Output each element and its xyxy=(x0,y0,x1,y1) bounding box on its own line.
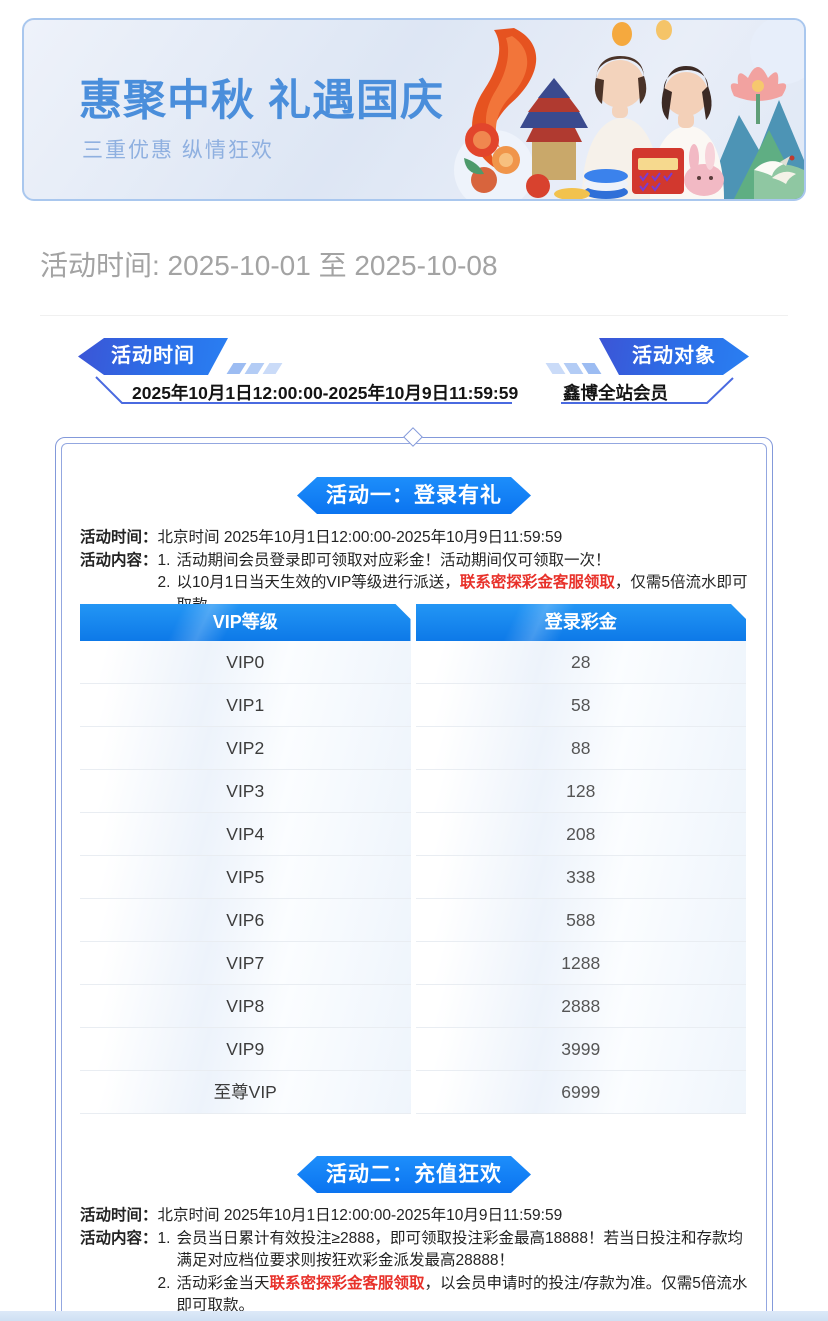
vip-level-cell: VIP7 xyxy=(80,942,411,985)
banner-subtitle: 三重优惠 纵情狂欢 xyxy=(82,139,274,162)
lotus-icon xyxy=(730,67,787,124)
banner-illustration xyxy=(454,20,804,199)
login-bonus-cell: 128 xyxy=(415,770,746,813)
login-bonus-cell: 58 xyxy=(415,684,746,727)
login-bonus-cell: 88 xyxy=(415,727,746,770)
table-row: VIP1 58 xyxy=(80,684,746,727)
item-text: 活动彩金当天联系密探彩金客服领取，以会员申请时的投注/存款为准。仅需5倍流水即可… xyxy=(176,1274,748,1315)
table-row: VIP4 208 xyxy=(80,813,746,856)
ribbon-activity-target: 活动对象 鑫博全站会员 xyxy=(545,338,749,408)
slash-decoration-icon xyxy=(262,363,283,374)
table-header-row: VIP等级 登录彩金 xyxy=(80,604,746,641)
slash-decoration-icon xyxy=(545,363,566,374)
item-text: 会员当日累计有效投注≥2888，即可领取投注彩金最高18888！若当日投注和存款… xyxy=(176,1229,744,1270)
slash-decoration-icon xyxy=(226,363,247,374)
login-bonus-cell: 1288 xyxy=(415,942,746,985)
item-number: 1. xyxy=(157,551,171,569)
time-value: 北京时间 2025年10月1日12:00:00-2025年10月9日11:59:… xyxy=(157,529,563,546)
login-bonus-cell: 338 xyxy=(415,856,746,899)
vip-level-cell: VIP9 xyxy=(80,1028,411,1071)
activity-target-value: 鑫博全站会员 xyxy=(563,383,668,403)
vip-level-cell: VIP2 xyxy=(80,727,411,770)
table-row: VIP6 588 xyxy=(80,899,746,942)
vip-bonus-table: VIP等级 登录彩金 VIP0 28 VIP1 58 VIP2 88 VIP3 128 VIP4… xyxy=(80,604,746,1114)
table-row: VIP7 1288 xyxy=(80,942,746,985)
login-bonus-cell: 6999 xyxy=(415,1071,746,1114)
next-section-peek xyxy=(0,1311,828,1321)
slash-decoration-icon xyxy=(563,363,584,374)
item-number: 2. xyxy=(157,574,171,591)
vip-level-cell: VIP4 xyxy=(80,813,411,856)
login-bonus-cell: 588 xyxy=(415,899,746,942)
poker-chips-icon xyxy=(554,169,628,199)
table-row: VIP3 128 xyxy=(80,770,746,813)
crane-icon xyxy=(754,155,796,184)
rabbit-icon xyxy=(684,142,724,196)
red-emphasis: 联系密探彩金客服领取 xyxy=(269,1274,425,1292)
item-number: 1. xyxy=(157,1229,171,1247)
login-bonus-cell: 3999 xyxy=(415,1028,746,1071)
time-label: 活动时间： xyxy=(80,529,158,546)
content-item: 1. 会员当日累计有效投注≥2888，即可领取投注彩金最高18888！若当日投注… xyxy=(158,1228,750,1273)
vip-level-cell: VIP5 xyxy=(80,856,411,899)
vip-level-cell: VIP8 xyxy=(80,985,411,1028)
column-header-vip-level: VIP等级 xyxy=(80,604,411,641)
content-label: 活动内容： xyxy=(80,551,158,569)
banner-title: 惠聚中秋 礼遇国庆 xyxy=(79,77,444,125)
content-item: 2. 以10月1日当天生效的VIP等级进行派送，联系密探彩金客服领取，仅需5倍流… xyxy=(158,572,750,617)
slash-decoration-icon xyxy=(244,363,265,374)
table-row: VIP5 338 xyxy=(80,856,746,899)
item-number: 2. xyxy=(157,1274,171,1292)
vip-table-body: VIP0 28 VIP1 58 VIP2 88 VIP3 128 VIP4 208 VIP5 338 V… xyxy=(80,641,746,1114)
vip-level-cell: 至尊VIP xyxy=(80,1071,411,1114)
time-value: 北京时间 2025年10月1日12:00:00-2025年10月9日11:59:… xyxy=(157,1207,563,1224)
item-text: 以10月1日当天生效的VIP等级进行派送，联系密探彩金客服领取，仅需5倍流水即可… xyxy=(176,574,748,614)
activity2-info: 活动时间： 北京时间 2025年10月1日12:00:00-2025年10月9日… xyxy=(80,1205,750,1318)
red-emphasis: 联系密探彩金客服领取 xyxy=(459,574,615,591)
vip-level-cell: VIP6 xyxy=(80,899,411,942)
content-item: 1. 活动期间会员登录即可领取对应彩金！活动期间仅可领取一次！ xyxy=(158,550,750,573)
login-bonus-cell: 2888 xyxy=(415,985,746,1028)
lantern-icon xyxy=(612,20,672,46)
ribbon-activity-time: 活动时间 2025年10月1日12:00:00-2025年10月9日11:59:… xyxy=(78,338,518,408)
table-row: VIP9 3999 xyxy=(80,1028,746,1071)
table-row: VIP2 88 xyxy=(80,727,746,770)
vip-level-cell: VIP1 xyxy=(80,684,411,727)
login-bonus-cell: 208 xyxy=(415,813,746,856)
temple-icon xyxy=(520,78,588,180)
login-bonus-cell: 28 xyxy=(415,641,746,684)
activity1-info: 活动时间： 北京时间 2025年10月1日12:00:00-2025年10月9日… xyxy=(80,527,750,617)
activity1-title-badge: 活动一：登录有礼 xyxy=(297,477,531,514)
slash-decoration-icon xyxy=(581,363,602,374)
activity2-title-badge: 活动二：充值狂欢 xyxy=(297,1156,531,1193)
content-item: 2. 活动彩金当天联系密探彩金客服领取，以会员申请时的投注/存款为准。仅需5倍流… xyxy=(158,1273,750,1318)
table-row: VIP0 28 xyxy=(80,641,746,684)
cloud-icon xyxy=(750,20,804,84)
promo-banner: 惠聚中秋 礼遇国庆 三重优惠 纵情狂欢 xyxy=(22,18,806,201)
ribbon-swirl-icon xyxy=(485,36,528,148)
column-header-login-bonus: 登录彩金 xyxy=(416,604,747,641)
vip-level-cell: VIP3 xyxy=(80,770,411,813)
vip-level-cell: VIP0 xyxy=(80,641,411,684)
item-text: 活动期间会员登录即可领取对应彩金！活动期间仅可领取一次！ xyxy=(176,551,611,569)
table-row: VIP8 2888 xyxy=(80,985,746,1028)
section-divider xyxy=(40,315,788,316)
time-label: 活动时间： xyxy=(80,1207,158,1224)
content-label: 活动内容： xyxy=(80,1229,158,1247)
calendar-icon xyxy=(632,148,684,194)
activity-target-badge: 活动对象 xyxy=(599,338,749,375)
activity-time-value: 2025年10月1日12:00:00-2025年10月9日11:59:59 xyxy=(132,383,519,403)
table-row: 至尊VIP 6999 xyxy=(80,1071,746,1114)
activity-time-badge: 活动时间 xyxy=(78,338,228,375)
peony-flower-icon xyxy=(464,123,550,198)
activity-period-text: 活动时间: 2025-10-01 至 2025-10-08 xyxy=(40,250,498,281)
